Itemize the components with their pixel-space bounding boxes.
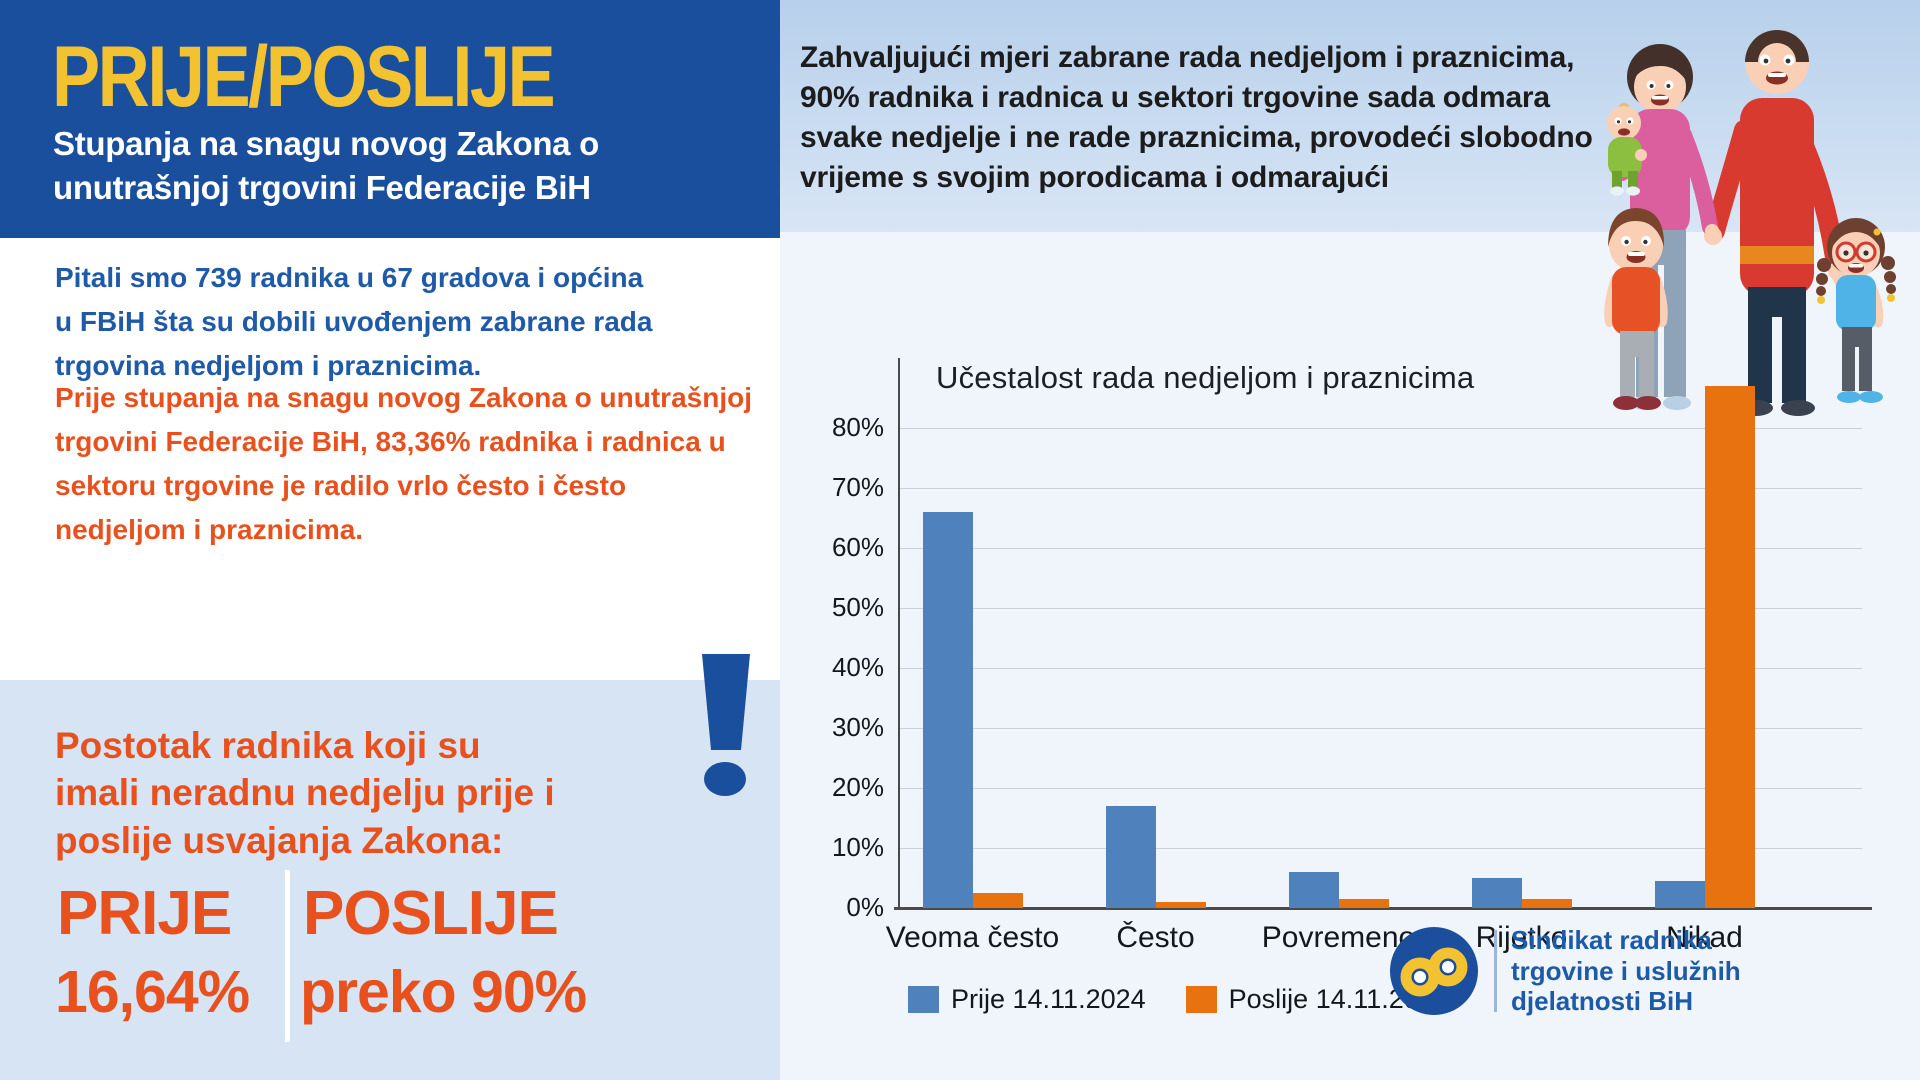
bar-prije-4 — [1471, 878, 1522, 908]
law-paragraph-end: 83,36% radnika i radnica u sektoru trgov… — [55, 425, 726, 545]
ytick-50: 50% — [831, 592, 884, 622]
y-axis-line — [898, 358, 900, 910]
chart-title: Učestalost rada nedjeljom i praznicima — [936, 360, 1475, 395]
bar-poslije-2 — [1155, 902, 1206, 908]
bar-prije-5 — [1654, 881, 1705, 908]
x-axis-line — [894, 907, 1872, 910]
ytick-40: 40% — [831, 652, 884, 682]
ytick-70: 70% — [831, 472, 884, 502]
law-paragraph-start: Prije stupanja na snagu novog — [55, 382, 469, 413]
stats-divider — [285, 870, 290, 1042]
ytick-30: 30% — [831, 712, 884, 742]
category-label-3: Povremeno — [1261, 921, 1416, 954]
ytick-10: 10% — [831, 832, 884, 862]
before-value: 16,64% — [55, 959, 250, 1025]
ytick-60: 60% — [831, 532, 884, 562]
bar-poslije-4 — [1521, 899, 1572, 908]
baby-figure — [1607, 103, 1647, 196]
gridline-30 — [898, 728, 1862, 729]
category-label-2: Često — [1116, 921, 1195, 954]
exclamation-icon — [702, 654, 750, 796]
bar-prije-3 — [1288, 872, 1339, 908]
gridline-60 — [898, 548, 1862, 549]
stats-heading: Postotak radnika koji su imali neradnu n… — [55, 725, 555, 861]
ytick-20: 20% — [831, 772, 884, 802]
boy-figure — [1604, 208, 1668, 410]
gridline-80 — [898, 428, 1862, 429]
gridline-70 — [898, 488, 1862, 489]
gridline-40 — [898, 668, 1862, 669]
legend-label-prije: Prije 14.11.2024 — [951, 984, 1146, 1014]
after-value: preko 90% — [300, 959, 587, 1025]
law-paragraph-bold: Zakona o unutrašnjoj trgovini Federacije… — [55, 382, 752, 457]
father-figure — [1704, 30, 1846, 416]
page-title: PRIJE/POSLIJE — [52, 29, 556, 125]
family-illustration — [1604, 30, 1896, 416]
bar-poslije-5 — [1704, 386, 1755, 908]
legend-item-prije: Prije 14.11.2024 — [908, 984, 1146, 1015]
header: PRIJE/POSLIJE Stupanja na snagu novog Za… — [0, 0, 780, 238]
logo-text: Sindikat radnika trgovine i uslužnih dje… — [1511, 925, 1741, 1017]
bar-prije-2 — [1105, 806, 1156, 908]
bar-prije-1 — [922, 512, 973, 908]
chart-legend: Prije 14.11.2024 Poslije 14.11.2024 — [908, 984, 1449, 1015]
law-paragraph: Prije stupanja na snagu novog Zakona o u… — [55, 376, 755, 552]
ytick-80: 80% — [831, 412, 884, 442]
gridline-20 — [898, 788, 1862, 789]
union-logo: Sindikat radnika trgovine i uslužnih dje… — [1388, 925, 1741, 1017]
category-label-5: Nikad — [1666, 921, 1743, 954]
before-label: PRIJE — [57, 879, 232, 948]
legend-swatch-prije — [908, 986, 939, 1013]
legend-swatch-poslije — [1185, 986, 1217, 1013]
page-subtitle: Stupanja na snagu novog Zakona o unutraš… — [53, 125, 599, 206]
ytick-0: 0% — [846, 892, 884, 922]
stats-panel — [0, 680, 780, 1080]
bar-poslije-1 — [972, 893, 1023, 908]
girl-figure — [1816, 218, 1896, 403]
gridline-10 — [898, 848, 1862, 849]
bar-poslije-3 — [1338, 899, 1389, 908]
logo-divider — [1494, 930, 1497, 1012]
category-label-4: Rijetko — [1475, 921, 1568, 954]
union-logo-icon — [1390, 927, 1478, 1015]
banner-paragraph: Zahvaljujući mjeri zabrane rada nedjeljo… — [800, 41, 1593, 194]
gridline-50 — [898, 608, 1862, 609]
category-label-1: Veoma često — [885, 921, 1060, 954]
survey-paragraph: Pitali smo 739 radnika u 67 gradova i op… — [55, 262, 653, 381]
after-label: POSLIJE — [303, 879, 559, 948]
